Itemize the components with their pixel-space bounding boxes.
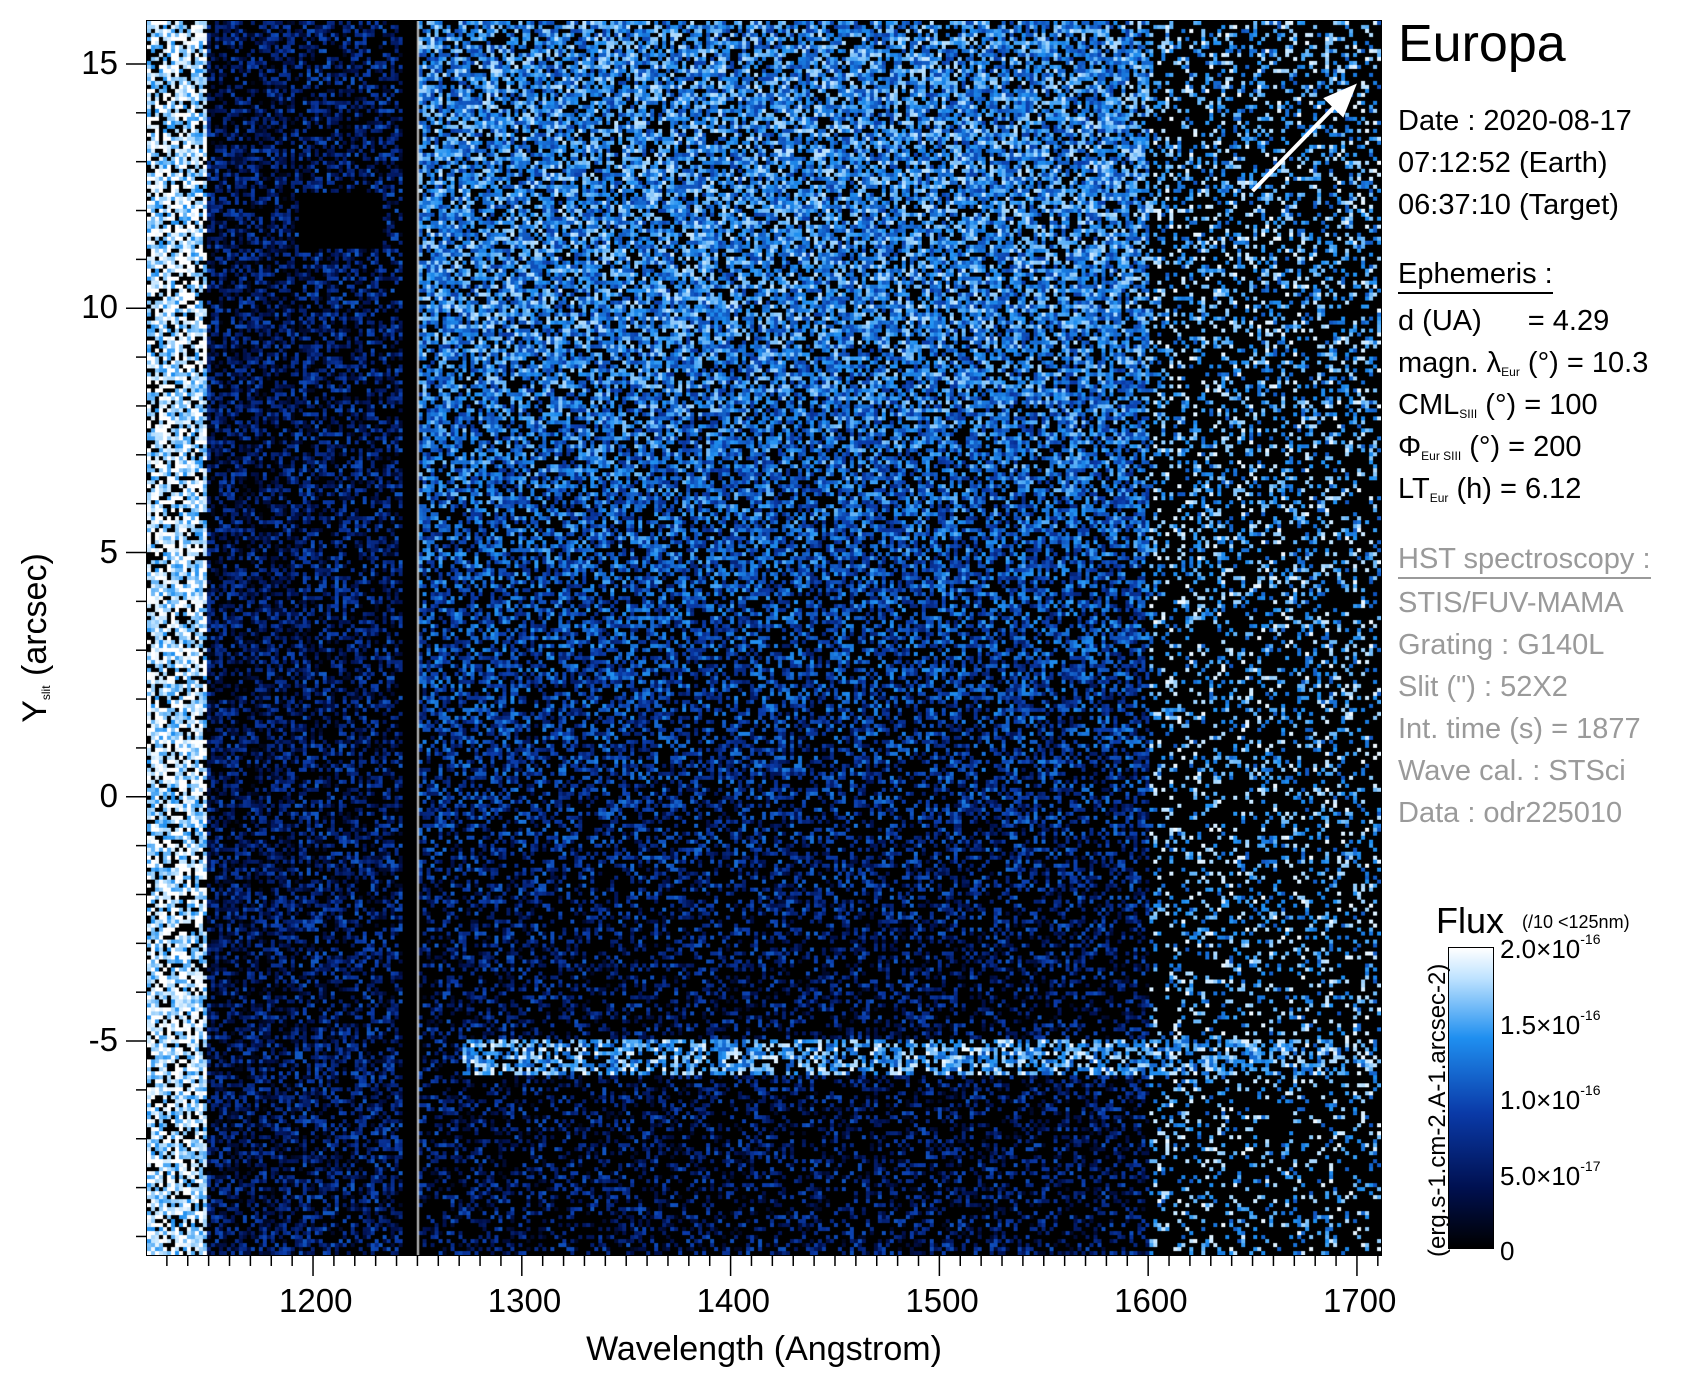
colorbar-unit: (erg.s-1.cm-2.A-1.arcsec-2) bbox=[1424, 963, 1451, 1257]
info-wave-cal: Wave cal. : STSci bbox=[1398, 755, 1626, 787]
target-title: Europa bbox=[1398, 15, 1566, 73]
spectrum-plot bbox=[146, 20, 1382, 1256]
info-int-time: Int. time (s) = 1877 bbox=[1398, 713, 1641, 745]
colorbar-tick-label: 1.5×10-16 bbox=[1500, 1006, 1601, 1040]
y-tick-label: -5 bbox=[88, 1021, 118, 1059]
y-tick-label: 5 bbox=[99, 532, 118, 570]
y-axis-ticks bbox=[126, 63, 146, 1238]
info-data-id: Data : odr225010 bbox=[1398, 797, 1623, 829]
info-time-target: 06:37:10 (Target) bbox=[1398, 189, 1619, 221]
y-axis-title-sub: slit bbox=[39, 685, 53, 701]
spectrum-image bbox=[147, 21, 1381, 1255]
y-axis-title-main: Y bbox=[16, 700, 54, 723]
colorbar-tick-label: 5.0×10-17 bbox=[1500, 1157, 1601, 1191]
colorbar-note: (/10 <125nm) bbox=[1522, 912, 1630, 932]
info-phi: ΦEur SIII (°) = 200 bbox=[1398, 431, 1582, 463]
y-tick-label: 10 bbox=[81, 288, 118, 326]
x-tick-label: 1600 bbox=[1114, 1282, 1188, 1319]
colorbar-tick-label: 0 bbox=[1500, 1236, 1515, 1266]
arrow-head bbox=[1323, 83, 1357, 118]
x-tick-label: 1300 bbox=[487, 1282, 562, 1319]
x-axis-ticks bbox=[166, 1256, 1379, 1276]
x-tick-label: 1200 bbox=[279, 1282, 353, 1319]
colorbar-tick-label: 2.0×10-16 bbox=[1500, 931, 1601, 964]
colorbar-title: Flux bbox=[1436, 900, 1505, 941]
info-instrument: STIS/FUV-MAMA bbox=[1398, 587, 1624, 619]
x-tick-label: 1500 bbox=[905, 1282, 979, 1319]
info-cml: CMLSIII (°) = 100 bbox=[1398, 389, 1598, 421]
info-slit: Slit (") : 52X2 bbox=[1398, 671, 1568, 703]
colorbar-tick-label: 1.0×10-16 bbox=[1500, 1082, 1601, 1115]
x-tick-label: 1400 bbox=[696, 1282, 771, 1319]
y-axis-title-rest: (arcsec) bbox=[16, 553, 54, 686]
info-time-earth: 07:12:52 (Earth) bbox=[1398, 147, 1608, 179]
info-grating: Grating : G140L bbox=[1398, 629, 1605, 661]
info-date: Date : 2020-08-17 bbox=[1398, 105, 1632, 137]
info-magn-latitude: magn. λEur (°) = 10.3 bbox=[1398, 347, 1649, 379]
x-axis-title: Wavelength (Angstrom) bbox=[586, 1330, 942, 1368]
y-tick-label: 0 bbox=[99, 776, 118, 814]
colorbar bbox=[1448, 947, 1494, 1249]
direction-arrow bbox=[1251, 83, 1357, 193]
hst-header: HST spectroscopy : bbox=[1398, 538, 1651, 580]
info-local-time: LTEur (h) = 6.12 bbox=[1398, 473, 1582, 505]
y-axis-title: Yslit (arcsec) bbox=[16, 553, 55, 723]
info-distance: d (UA) = 4.29 bbox=[1398, 305, 1610, 337]
y-tick-label: 15 bbox=[81, 43, 118, 81]
arrow-shaft bbox=[1251, 96, 1345, 193]
x-tick-label: 1700 bbox=[1322, 1282, 1397, 1319]
ephemeris-header: Ephemeris : bbox=[1398, 253, 1553, 295]
